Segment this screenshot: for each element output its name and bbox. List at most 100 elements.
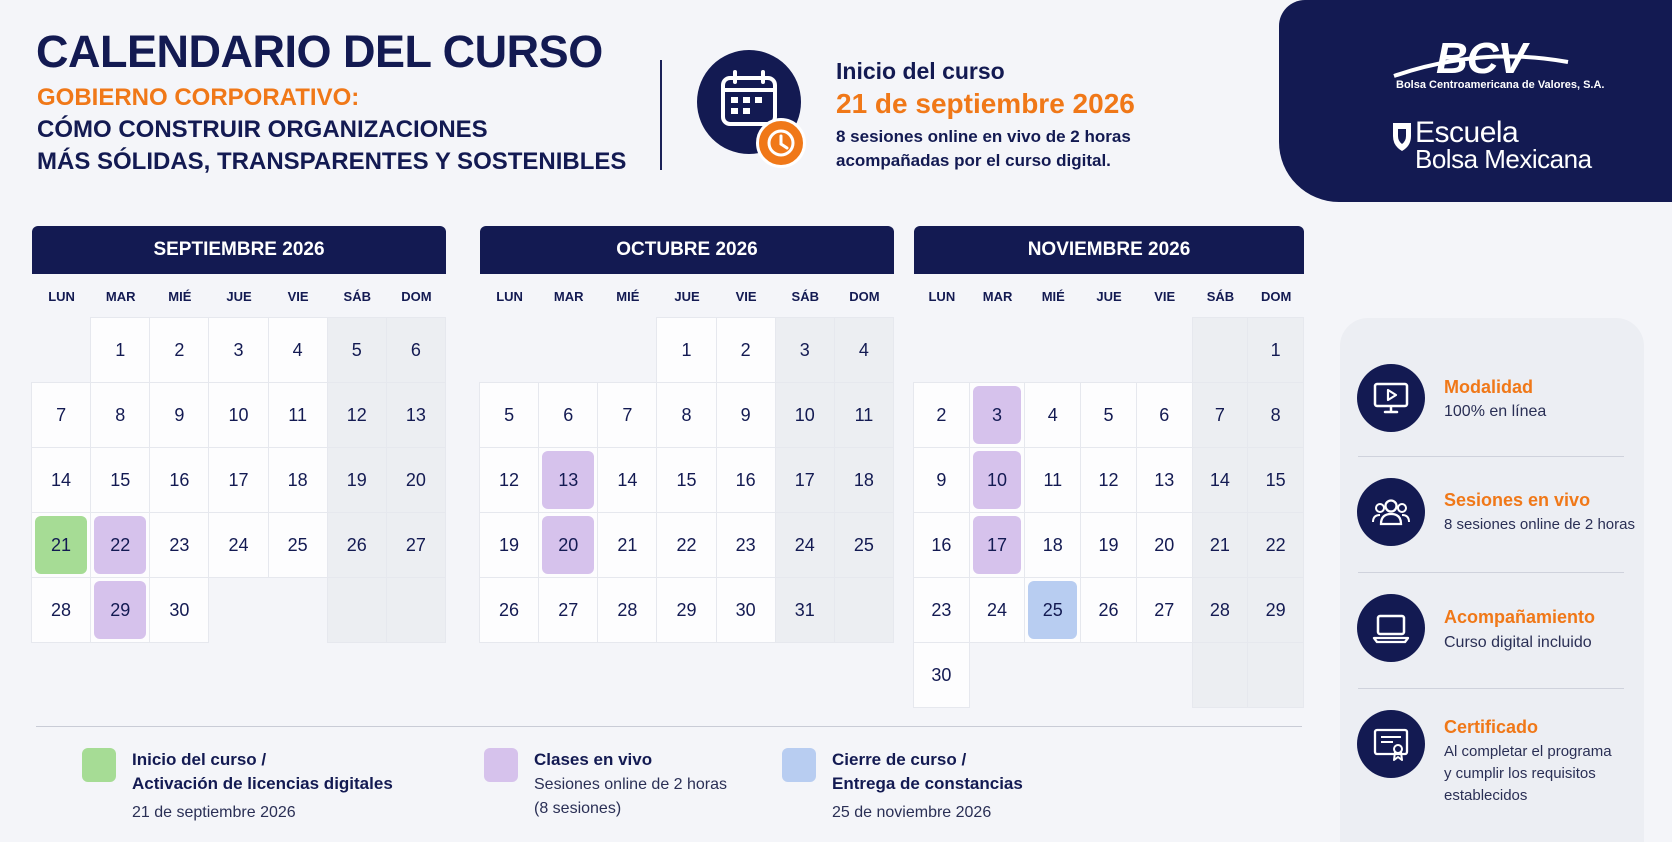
feature-text-certificado-line3: establecidos	[1444, 787, 1528, 804]
day-number: 22	[1265, 534, 1286, 555]
day-number: 13	[558, 469, 579, 490]
header-divider	[660, 60, 662, 170]
start-date: 21 de septiembre 2026	[836, 88, 1135, 119]
day-cell: 20	[538, 512, 599, 578]
day-number: 14	[617, 469, 638, 490]
day-cell: 14	[1191, 447, 1249, 513]
empty-day-cell	[1191, 642, 1249, 708]
feature-title-acompanamiento: Acompañamiento	[1444, 607, 1596, 627]
legend-swatch-live	[484, 748, 518, 782]
legend-live-sub1: Sesiones online de 2 horas	[534, 776, 728, 793]
day-number: 7	[622, 404, 633, 425]
day-number: 31	[794, 599, 815, 620]
empty-day-cell	[969, 642, 1026, 708]
day-cell: 6	[1135, 382, 1193, 448]
day-cell: 21	[597, 512, 658, 578]
logo-panel	[1279, 0, 1672, 202]
day-cell: 10	[208, 382, 269, 448]
day-number: 7	[56, 404, 67, 425]
day-number: 2	[740, 339, 751, 360]
day-number: 18	[1042, 534, 1063, 555]
day-highlight-blue	[1028, 581, 1078, 639]
day-number: 1	[115, 339, 126, 360]
weekday-label: VIE	[735, 288, 757, 304]
day-cell: 10	[968, 447, 1026, 513]
day-cell: 7	[597, 382, 658, 448]
day-cell: 15	[90, 447, 151, 513]
empty-day-cell	[31, 317, 91, 383]
day-number: 6	[410, 339, 421, 360]
day-number: 25	[1042, 599, 1063, 620]
empty-day-cell	[1080, 317, 1137, 383]
day-number: 2	[936, 404, 947, 425]
day-cell: 29	[656, 577, 717, 643]
day-number: 9	[936, 469, 947, 490]
day-cell: 26	[479, 577, 540, 643]
day-number: 26	[346, 534, 367, 555]
day-grid: 1 2 3 4 5 6 7 8 9 10 11 12 13 14 15 16 17 18 19 20 21 22 23 24 2…	[31, 317, 446, 643]
day-number: 29	[1265, 599, 1286, 620]
day-number: 16	[735, 469, 756, 490]
day-cell: 17	[208, 447, 269, 513]
legend-swatch-start	[82, 748, 116, 782]
course-subtitle-line2: MÁS SÓLIDAS, TRANSPARENTES Y SOSTENIBLES	[37, 148, 627, 175]
feature-title-certificado: Certificado	[1444, 717, 1539, 737]
month-title: OCTUBRE 2026	[480, 226, 894, 274]
day-cell: 16	[913, 512, 970, 578]
day-cell: 27	[538, 577, 599, 643]
empty-day-cell	[969, 317, 1026, 383]
day-cell: 5	[326, 317, 387, 383]
feature-divider	[1358, 456, 1624, 457]
day-cell: 9	[149, 382, 210, 448]
feature-text-certificado-line1: Al completar el programa	[1444, 743, 1612, 760]
legend-end-title2: Entrega de constancias	[832, 774, 1023, 793]
start-description-line1: 8 sesiones online en vivo de 2 horas	[836, 127, 1131, 146]
day-cell: 7	[31, 382, 92, 448]
page-title: CALENDARIO DEL CURSO	[36, 26, 603, 77]
day-highlight-purple	[94, 516, 147, 574]
day-cell: 31	[774, 577, 835, 643]
month-title: SEPTIEMBRE 2026	[32, 226, 446, 274]
feature-text-certificado-line2: y cumplir los requisitos	[1444, 765, 1596, 782]
weekday-label: DOM	[849, 288, 880, 304]
day-number: 19	[499, 534, 520, 555]
day-number: 30	[169, 599, 190, 620]
day-cell: 8	[90, 382, 151, 448]
day-number: 19	[346, 469, 367, 490]
day-number: 29	[676, 599, 697, 620]
day-number: 9	[740, 404, 751, 425]
day-cell: 13	[538, 447, 599, 513]
day-number: 28	[1209, 599, 1230, 620]
day-cell: 3	[774, 317, 835, 383]
empty-day-cell	[268, 577, 328, 643]
day-cell: 5	[479, 382, 540, 448]
day-grid: 1 2 3 4 5 6 7 8 9 10 11 12 13 14 15 16 17 18 19 20 21 22 23 24 2…	[913, 317, 1304, 708]
escuela-shield-icon	[1393, 123, 1411, 151]
day-highlight-purple	[94, 581, 147, 639]
day-cell: 4	[1024, 382, 1082, 448]
day-number: 23	[735, 534, 756, 555]
day-cell: 1	[90, 317, 151, 383]
feature-text-acompanamiento: Curso digital incluido	[1444, 634, 1592, 651]
day-number: 26	[499, 599, 520, 620]
weekday-label: DOM	[401, 288, 432, 304]
day-number: 5	[504, 404, 515, 425]
day-number: 27	[558, 599, 579, 620]
day-number: 6	[1159, 404, 1170, 425]
weekday-label: MAR	[105, 288, 136, 304]
day-cell: 25	[267, 512, 328, 578]
day-number: 15	[1265, 469, 1286, 490]
day-number: 11	[1043, 469, 1063, 490]
day-number: 16	[931, 534, 952, 555]
day-number: 3	[799, 339, 810, 360]
day-cell: 1	[1247, 317, 1304, 383]
day-cell: 12	[479, 447, 540, 513]
day-cell: 2	[715, 317, 776, 383]
legend-live-title: Clases en vivo	[534, 750, 653, 769]
day-number: 11	[854, 404, 874, 425]
day-cell: 24	[968, 577, 1026, 643]
weekday-label: MAR	[982, 288, 1013, 304]
day-number: 12	[499, 469, 520, 490]
